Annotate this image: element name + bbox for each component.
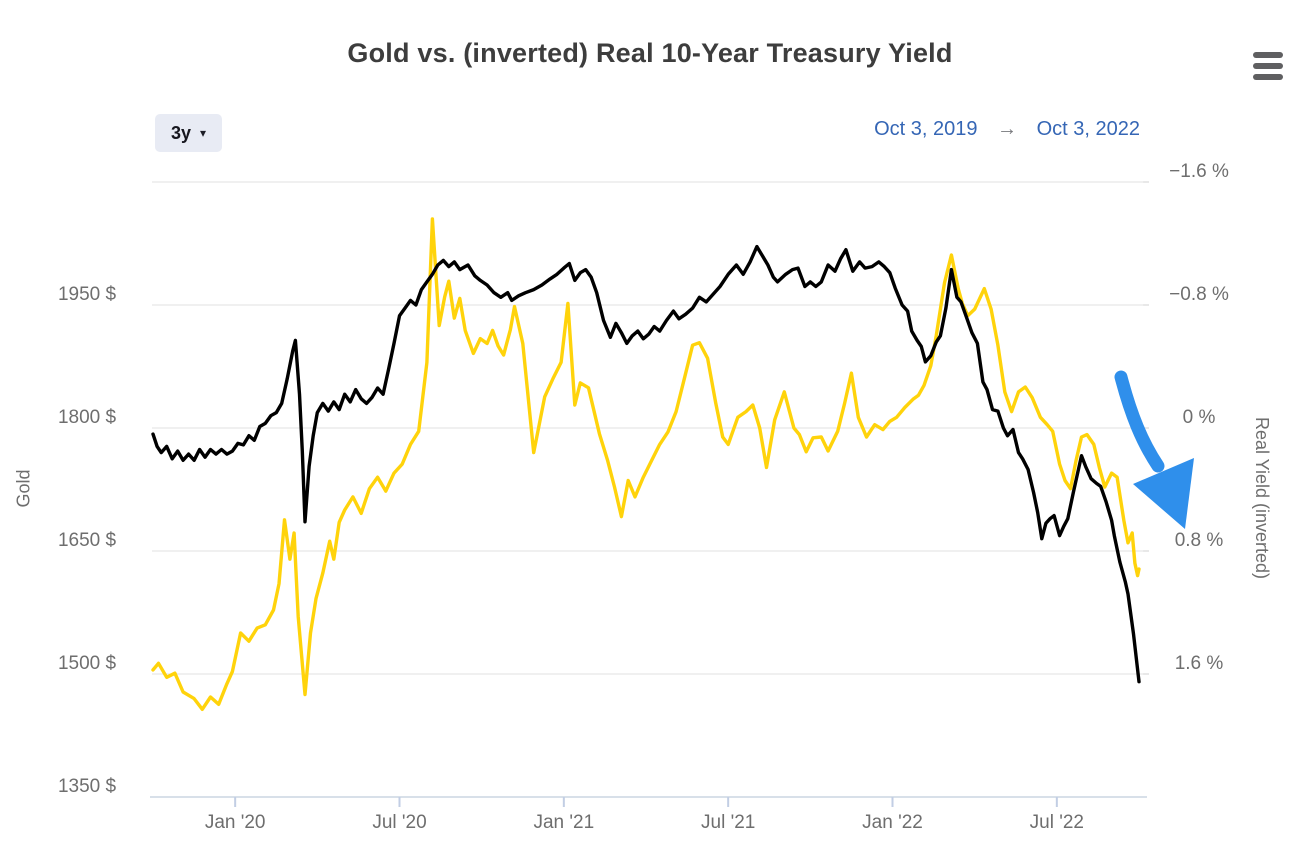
series-line-gold: [151, 217, 1141, 711]
caret-down-icon: ▾: [200, 126, 207, 140]
left-axis-tick-label: 1350 $: [58, 776, 117, 797]
range-selector-label: 3y: [171, 122, 192, 143]
date-range-arrow-icon: →: [997, 118, 1018, 140]
blue-down-arrow-annotation: [1114, 370, 1194, 529]
right-axis-tick-label: 0 %: [1183, 407, 1216, 428]
left-axis-tick-label: 1500 $: [58, 653, 117, 674]
series-line-real-yield: [151, 244, 1141, 684]
x-axis-tick-label: Jan '22: [862, 812, 923, 833]
date-range: Oct 3, 2019 → Oct 3, 2022: [700, 118, 1140, 141]
left-axis-title: Gold: [13, 469, 34, 508]
right-axis-title: Real Yield (inverted): [1252, 416, 1272, 580]
right-axis-tick-label: −1.6 %: [1169, 161, 1229, 182]
right-axis-tick-label: −0.8 %: [1169, 284, 1229, 305]
x-axis-tick-label: Jul '21: [701, 812, 755, 833]
x-axis-tick-label: Jan '20: [205, 812, 266, 833]
left-axis-tick-label: 1950 $: [58, 284, 117, 305]
x-axis-tick-label: Jul '22: [1030, 812, 1084, 833]
hamburger-menu-button[interactable]: [1250, 50, 1286, 86]
right-axis-tick-label: 1.6 %: [1175, 653, 1224, 674]
x-axis-tick-label: Jul '20: [372, 812, 426, 833]
page-title: Gold vs. (inverted) Real 10-Year Treasur…: [347, 38, 953, 68]
start-date-link[interactable]: Oct 3, 2019: [874, 118, 978, 140]
x-axis-tick-label: Jan '21: [533, 812, 594, 833]
range-selector-button[interactable]: 3y ▾: [155, 114, 223, 152]
end-date-link[interactable]: Oct 3, 2022: [1036, 118, 1140, 140]
left-axis-tick-label: 1800 $: [58, 407, 117, 428]
left-axis-tick-label: 1650 $: [58, 530, 117, 551]
right-axis-tick-label: 0.8 %: [1175, 530, 1224, 551]
